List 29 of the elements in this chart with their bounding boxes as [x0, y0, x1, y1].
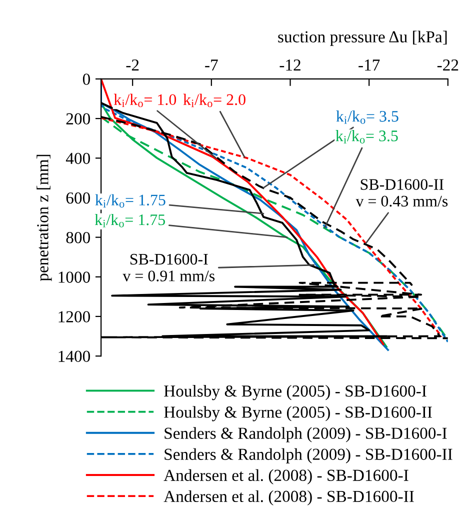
legend-label: Houlsby & Byrne (2005) - SB-D1600-II: [164, 406, 432, 422]
y-tick-label: 400: [66, 152, 90, 164]
annotation: SB-D1600-I v = 0.91 mm/s: [122, 254, 215, 282]
annotation: k$_{i}$/k$_{o}$= 1.75: [95, 194, 166, 208]
annotation: k$_{i}$/k$_{o}$= 2.0: [183, 94, 246, 108]
legend-label: Andersen et al. (2008) - SB-D1600-I: [164, 469, 408, 484]
annotation: SB-D1600-II v = 0.43 mm/s: [356, 179, 448, 207]
x-tick-label: -22: [437, 60, 458, 71]
legend-label: Houlsby & Byrne (2005) - SB-D1600-I: [164, 384, 426, 400]
annotation: k$_{i}$/k$_{o}$= 3.5: [336, 110, 398, 124]
annotation: k$_{i}$/k$_{o}$= 1.75: [94, 214, 165, 228]
x-axis-title: suction pressure Δu [kPa]: [278, 30, 447, 46]
legend-label: Senders & Randolph (2009) - SB-D1600-II: [164, 448, 452, 464]
y-tick-label: 1400: [58, 350, 90, 362]
x-tick-label: -12: [280, 60, 300, 71]
annotation: k$_{i}$/k$_{o}$= 3.5: [336, 130, 398, 144]
x-tick-label: -2: [126, 60, 139, 71]
legend-label: Senders & Randolph (2009) - SB-D1600-I: [164, 427, 447, 442]
legend-label: Andersen et al. (2008) - SB-D1600-II: [164, 490, 414, 506]
x-tick-label: -17: [358, 60, 380, 71]
y-tick-label: 600: [66, 192, 90, 204]
x-tick-label: -7: [205, 60, 218, 71]
y-tick-label: 0: [82, 74, 90, 85]
y-tick-label: 1000: [58, 272, 90, 283]
annotation: k$_{i}$/k$_{o}$= 1.0: [114, 94, 176, 108]
y-tick-label: 200: [66, 113, 90, 124]
y-axis-title: penetration z [mm]: [36, 154, 52, 282]
y-tick-label: 1200: [58, 311, 90, 322]
y-tick-label: 800: [66, 232, 90, 244]
